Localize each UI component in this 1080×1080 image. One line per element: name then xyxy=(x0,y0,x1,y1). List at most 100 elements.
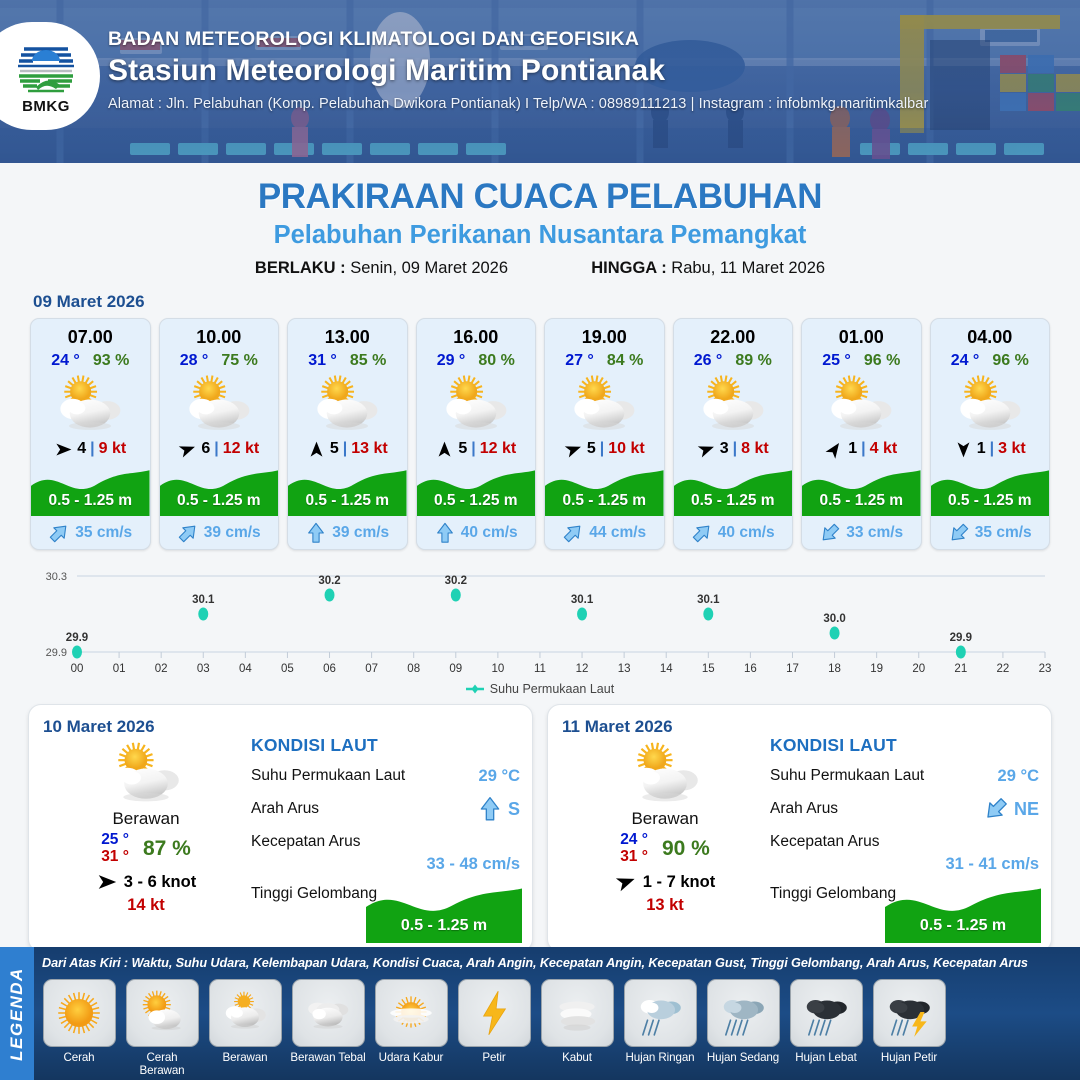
temp-max: 31 ° xyxy=(620,847,648,865)
wind-speed: 5 xyxy=(329,440,339,457)
legend-item-label: Hujan Lebat xyxy=(795,1051,857,1064)
current-row: 39 cm/s xyxy=(160,516,279,549)
wind-separator: | xyxy=(732,440,738,457)
cerah-berawan-icon xyxy=(60,374,121,430)
wind-row: 3 | 8 kt xyxy=(674,434,793,464)
wave-height-block: 0.5 - 1.25 m xyxy=(288,464,407,516)
current-speed-value: 33 - 48 cm/s xyxy=(426,855,520,873)
valid-from-value: Senin, 09 Maret 2026 xyxy=(350,259,509,277)
wind-speed-range: 3 - 6 knot xyxy=(123,872,197,891)
wave-height-value: 0.5 - 1.25 m xyxy=(48,492,133,509)
forecast-card: 04.00 24 ° 96 % xyxy=(929,318,1050,550)
daily-summary-panels: 10 Maret 2026 Berawan xyxy=(0,696,1080,952)
wind-direction-arrow-icon xyxy=(310,441,323,457)
forecast-time: 04.00 xyxy=(967,327,1013,347)
sea-condition-title: KONDISI LAUT xyxy=(251,735,378,755)
sun-cloud-icon xyxy=(142,990,181,1031)
current-speed: 35 cm/s xyxy=(974,523,1032,541)
legend-icon-box xyxy=(42,979,116,1047)
validity-range: BERLAKU : Senin, 09 Maret 2026 HINGGA : … xyxy=(0,259,1080,278)
wave-height-block: 0.5 - 1.25 m xyxy=(31,464,150,516)
legend-item: Berawan Tebal xyxy=(289,979,367,1077)
wind-row: 1 | 3 kt xyxy=(931,434,1050,464)
svg-text:11: 11 xyxy=(534,663,546,675)
current-row: 40 cm/s xyxy=(674,516,793,549)
svg-text:02: 02 xyxy=(155,663,168,675)
daily-summary-panel: 11 Maret 2026 Berawan xyxy=(547,704,1052,952)
svg-text:10: 10 xyxy=(491,663,504,675)
wind-gust: 4 kt xyxy=(869,440,898,457)
legend-item-label: Hujan Ringan xyxy=(625,1051,695,1064)
wind-gust: 9 kt xyxy=(98,440,127,457)
sst-row: Suhu Permukaan Laut 29 °C xyxy=(251,765,520,787)
cerah-berawan-icon xyxy=(574,374,635,430)
temp-humidity-row: 24 ° 93 % xyxy=(31,352,150,370)
wave-height-graphic xyxy=(673,470,792,516)
humidity: 89 % xyxy=(735,352,772,369)
forecast-time: 10.00 xyxy=(196,327,242,347)
haze-icon xyxy=(390,996,432,1028)
wave-height-block: 0.5 - 1.25 m xyxy=(930,464,1049,516)
svg-text:18: 18 xyxy=(828,663,841,675)
panel-temp-humidity: 25 ° 31 ° 87 % xyxy=(51,831,241,865)
weather-condition-icon xyxy=(417,372,536,434)
bmkg-logo-text: BMKG xyxy=(22,98,70,115)
weather-condition-icon xyxy=(931,372,1050,434)
agency-name: BADAN METEOROLOGI KLIMATOLOGI DAN GEOFIS… xyxy=(108,28,640,50)
legend-icon-box xyxy=(125,979,199,1047)
legend-icon-box xyxy=(872,979,946,1047)
legend-item-label: Hujan Petir xyxy=(880,1051,938,1064)
current-direction-label: Arah Arus xyxy=(251,800,320,817)
temp-min: 24 ° xyxy=(620,831,648,848)
weather-condition-icon xyxy=(160,372,279,434)
wave-height-graphic xyxy=(885,888,1041,943)
wave-height-value: 0.5 - 1.25 m xyxy=(176,492,261,509)
wind-speed: 1 xyxy=(848,440,858,457)
temp-humidity-row: 28 ° 75 % xyxy=(160,352,279,370)
wave-height-value: 0.5 - 1.25 m xyxy=(562,492,647,509)
panel-wind-row: 1 - 7 knot xyxy=(570,871,760,893)
forecast-time: 16.00 xyxy=(453,327,499,347)
wind-direction-arrow-icon xyxy=(697,445,714,458)
cerah-berawan-icon xyxy=(831,374,892,430)
svg-text:01: 01 xyxy=(113,663,126,675)
wave-height-graphic xyxy=(31,470,150,516)
forecast-card: 22.00 26 ° 89 % xyxy=(672,318,793,550)
wind-gust: 13 kt xyxy=(646,896,684,915)
sst-label: Suhu Permukaan Laut xyxy=(770,767,925,784)
wave-height-graphic xyxy=(545,470,664,516)
current-speed-label: Kecepatan Arus xyxy=(770,833,880,850)
wind-direction-arrow-icon xyxy=(98,875,116,890)
wind-speed: 3 xyxy=(719,440,729,457)
humidity: 96 % xyxy=(992,352,1029,369)
wind-gust: 8 kt xyxy=(741,440,769,457)
current-speed: 40 cm/s xyxy=(460,523,518,541)
wave-height-value: 0.5 - 1.25 m xyxy=(690,492,775,509)
legend-icon-box xyxy=(457,979,531,1047)
svg-text:30.2: 30.2 xyxy=(318,575,340,587)
lightning-icon xyxy=(482,990,507,1036)
cerah-berawan-icon xyxy=(960,374,1021,430)
svg-text:21: 21 xyxy=(954,663,967,675)
legend-item-label: Cerah Berawan xyxy=(139,1051,185,1077)
legend-item: Berawan xyxy=(206,979,284,1077)
humidity: 87 % xyxy=(142,836,191,860)
wind-separator: | xyxy=(471,440,476,457)
svg-text:17: 17 xyxy=(786,663,799,675)
wave-height-block: 0.5 - 1.25 m xyxy=(416,464,535,516)
sst-row: Suhu Permukaan Laut 29 °C xyxy=(770,765,1039,787)
wind-row: 5 | 13 kt xyxy=(288,434,407,464)
temp-humidity-row: 26 ° 89 % xyxy=(674,352,793,370)
current-speed-value: 31 - 41 cm/s xyxy=(945,855,1039,873)
legend-icon-box xyxy=(789,979,863,1047)
svg-text:22: 22 xyxy=(997,663,1010,675)
svg-text:08: 08 xyxy=(407,663,420,675)
current-direction-arrow-icon xyxy=(822,523,840,540)
wave-height-graphic xyxy=(416,470,535,516)
legend-item: Cerah xyxy=(40,979,118,1077)
wind-speed: 4 xyxy=(77,440,87,457)
wind-speed: 5 xyxy=(458,440,468,457)
air-temperature: 24 ° xyxy=(950,352,980,369)
wave-height-label: Tinggi Gelombang xyxy=(251,885,378,902)
sst-label: Suhu Permukaan Laut xyxy=(251,767,406,784)
